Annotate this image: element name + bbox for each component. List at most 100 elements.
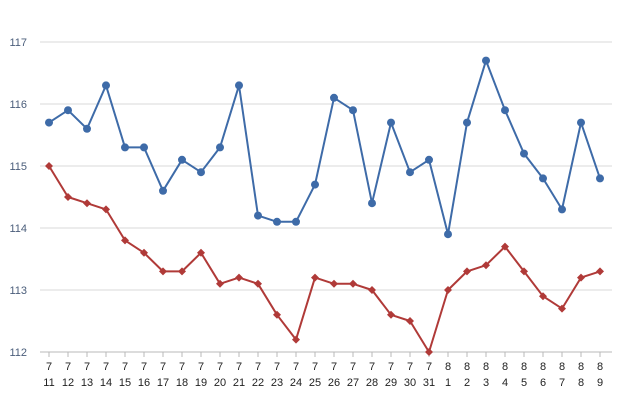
- x-tick-day: 11: [43, 377, 54, 389]
- x-tick-month: 7: [179, 361, 185, 373]
- series-1-point: [520, 149, 528, 158]
- series-1-point: [596, 174, 604, 183]
- x-tick-day: 28: [366, 377, 378, 389]
- series-1-point: [406, 168, 414, 177]
- x-tick-month: 8: [559, 361, 565, 373]
- series-1-point: [311, 180, 319, 189]
- x-tick-month: 8: [483, 361, 489, 373]
- series-1-point: [292, 217, 300, 226]
- x-tick-month: 7: [65, 361, 71, 373]
- series-2-point: [140, 248, 148, 257]
- x-tick-month: 7: [103, 361, 109, 373]
- series-2-point: [558, 304, 566, 313]
- series-2-line: [48, 165, 601, 353]
- x-tick-month: 7: [160, 361, 166, 373]
- x-tick-month: 8: [445, 361, 451, 373]
- series-1-point: [216, 143, 224, 152]
- series-1-point: [45, 118, 53, 127]
- x-tick-month: 7: [407, 361, 413, 373]
- x-tick-day: 17: [157, 377, 169, 389]
- series-1-point: [178, 155, 186, 164]
- series-2-point: [292, 335, 300, 344]
- series-2-point: [577, 273, 585, 282]
- x-tick-month: 7: [198, 361, 204, 373]
- x-tick-month: 7: [217, 361, 223, 373]
- x-tick-day: 4: [502, 377, 508, 389]
- x-tick-month: 8: [578, 361, 584, 373]
- series-2-point: [159, 267, 167, 276]
- x-tick-month: 8: [540, 361, 546, 373]
- x-tick-month: 7: [369, 361, 375, 373]
- x-tick-month: 7: [293, 361, 299, 373]
- x-tick-day: 22: [252, 377, 264, 389]
- series-1-point: [330, 93, 338, 102]
- x-tick-month: 8: [597, 361, 603, 373]
- series-2-point: [596, 267, 604, 276]
- x-tick-day: 26: [328, 377, 340, 389]
- x-tick-day: 29: [385, 377, 397, 389]
- x-tick-day: 6: [540, 377, 546, 389]
- x-tick-month: 7: [122, 361, 128, 373]
- y-tick-label: 115: [9, 161, 27, 173]
- gridlines: [40, 41, 612, 353]
- series-2-point: [444, 286, 452, 294]
- x-tick-day: 14: [100, 377, 112, 389]
- series-2-point: [425, 348, 433, 356]
- x-tick-month: 7: [236, 361, 242, 373]
- x-tick-day: 20: [214, 377, 226, 389]
- x-tick-day: 27: [347, 377, 359, 389]
- x-tick-month: 7: [46, 361, 52, 373]
- x-tick-day: 30: [404, 377, 416, 389]
- series-2-point: [83, 199, 91, 208]
- x-tick-month: 8: [521, 361, 527, 373]
- x-axis: 7117127137147157167177187197207217227237…: [43, 352, 603, 389]
- x-tick-day: 9: [597, 377, 603, 389]
- x-tick-day: 15: [119, 377, 131, 389]
- x-tick-month: 7: [141, 361, 147, 373]
- y-tick-label: 114: [9, 223, 27, 235]
- x-tick-day: 19: [195, 377, 207, 389]
- x-tick-month: 7: [255, 361, 261, 373]
- series-1-point: [235, 81, 243, 90]
- series-1-point: [577, 118, 585, 127]
- x-tick-month: 7: [426, 361, 432, 373]
- x-tick-day: 8: [578, 377, 584, 389]
- x-tick-month: 7: [312, 361, 318, 373]
- series-2-point: [197, 248, 205, 257]
- series-2-point: [349, 279, 357, 288]
- series-2-point: [463, 267, 471, 276]
- series-1-point: [349, 106, 357, 115]
- x-tick-day: 31: [423, 377, 435, 389]
- x-tick-month: 7: [331, 361, 337, 373]
- series-1-point: [83, 124, 91, 133]
- x-tick-day: 18: [176, 377, 188, 389]
- x-tick-month: 7: [388, 361, 394, 373]
- series-1-point: [254, 211, 262, 220]
- series-2-point: [235, 273, 243, 282]
- series-2-point: [482, 261, 490, 270]
- series-2-point: [330, 279, 338, 288]
- x-tick-day: 5: [521, 377, 527, 389]
- series-2-point: [368, 286, 376, 294]
- x-tick-day: 2: [464, 377, 470, 389]
- x-tick-day: 23: [271, 377, 283, 389]
- series-1-point: [558, 205, 566, 214]
- series-1-point: [273, 217, 281, 226]
- series-1-point: [140, 143, 148, 152]
- x-tick-day: 12: [62, 377, 74, 389]
- x-tick-day: 24: [290, 377, 302, 389]
- y-axis: 112 113 114 115 116 117: [9, 37, 27, 359]
- series-markers: [45, 56, 604, 356]
- series-2-point: [45, 162, 53, 170]
- series-1-point: [387, 118, 395, 127]
- series-2-point: [64, 193, 72, 201]
- series-1-point: [197, 168, 205, 177]
- series-1-point: [102, 81, 110, 90]
- x-tick-month: 8: [464, 361, 470, 373]
- series-1-point: [463, 118, 471, 127]
- series-2-point: [311, 273, 319, 282]
- x-tick-day: 3: [483, 377, 489, 389]
- x-tick-day: 13: [81, 377, 93, 389]
- x-tick-month: 7: [274, 361, 280, 373]
